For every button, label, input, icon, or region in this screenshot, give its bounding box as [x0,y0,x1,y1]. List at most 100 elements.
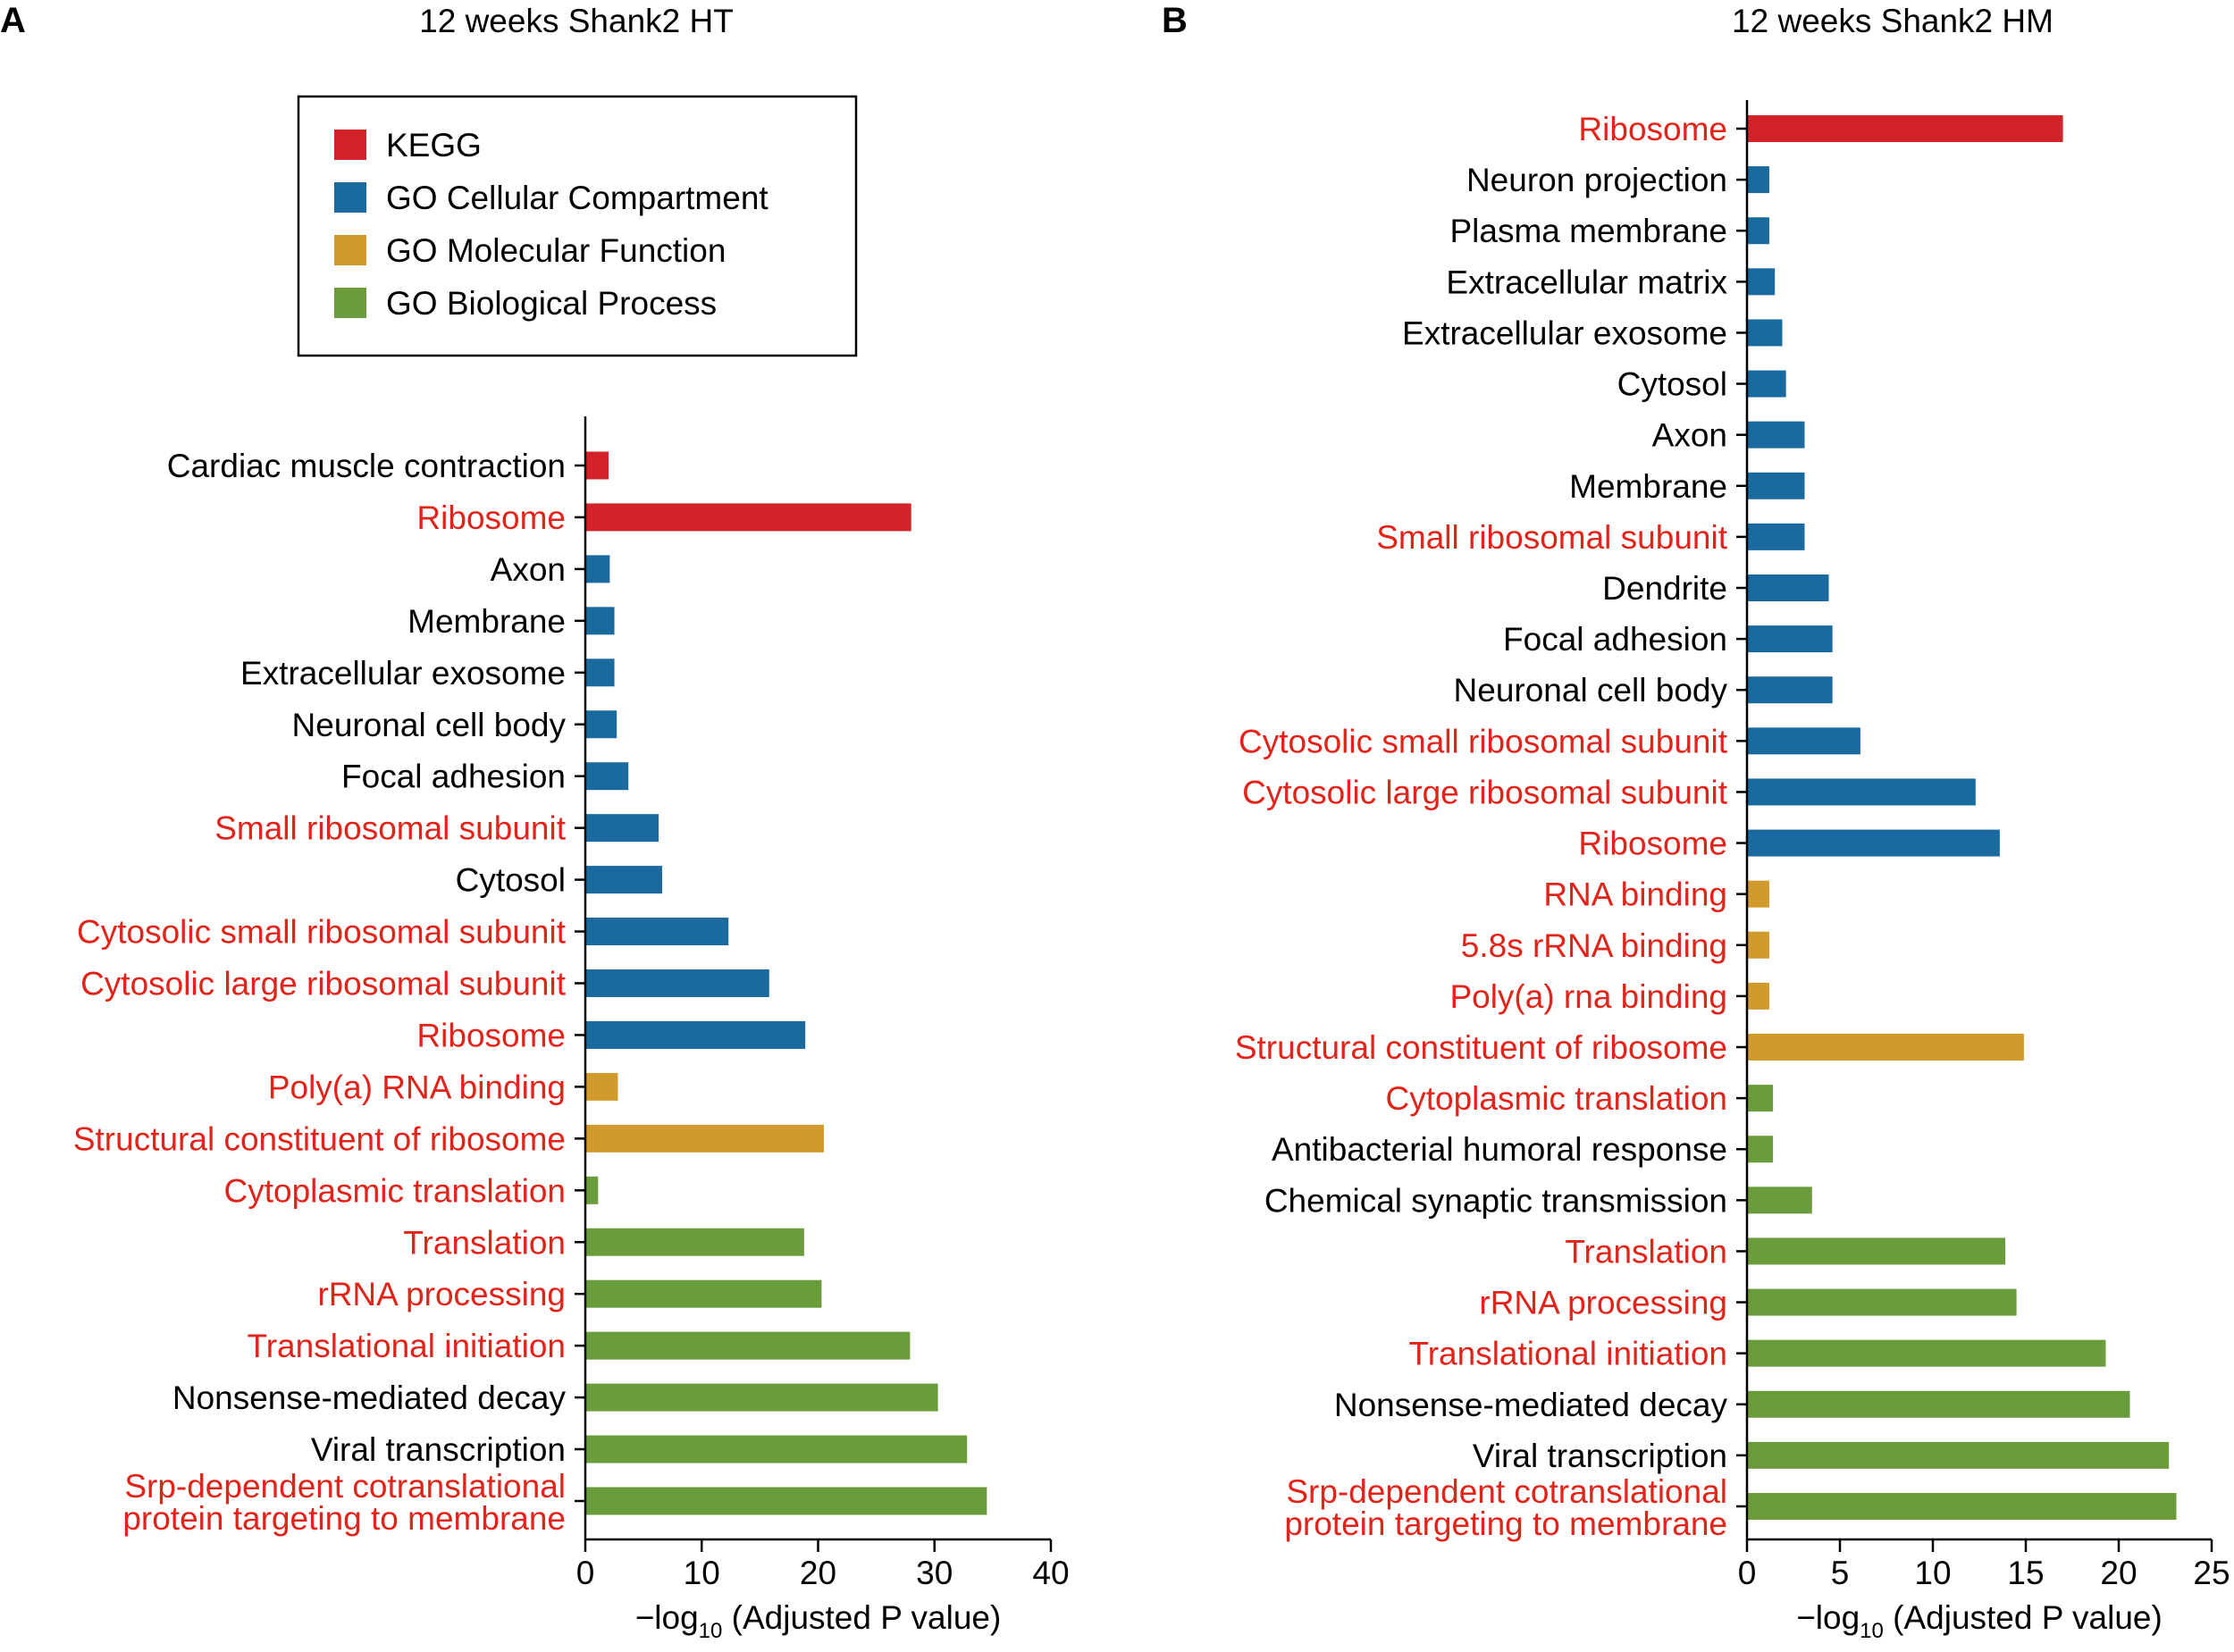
chart-panel-b: Ribosome Neuron projection Plasma membrane… [1235,100,2230,1643]
category-label-15: Cytoplasmic translation [224,1172,566,1209]
bar-4 [1747,268,1776,296]
category-label-26: Nonsense-mediated decay [1334,1387,1728,1423]
x-axis-label: −log10 (Adjusted P value) [1796,1599,2163,1643]
bar-21 [585,1487,987,1515]
category-label-20: Viral transcription [311,1431,566,1468]
category-label-14: Cytosolic large ribosomal subunit [1242,774,1728,810]
x-axis-label: −log10 (Adjusted P value) [635,1599,1002,1643]
bar-11 [1747,625,1833,653]
x-tick-label: 0 [1738,1555,1757,1591]
bar-16 [585,1228,804,1256]
bar-26 [1747,1390,2130,1418]
category-label-24: rRNA processing [1479,1285,1727,1321]
category-label-3: Plasma membrane [1449,213,1727,249]
category-label-22: Chemical synaptic transmission [1264,1182,1727,1219]
category-label-8: Small ribosomal subunit [214,810,567,847]
legend-label-cc: GO Cellular Compartment [386,180,768,216]
legend-label-bp: GO Biological Process [386,285,717,322]
category-label-15: Ribosome [1578,826,1727,862]
category-label-21: Srp-dependent cotranslational protein tar… [122,1468,566,1537]
bar-23 [1747,1237,2006,1265]
legend: KEGG GO Cellular Compartment GO Molecular … [297,95,858,357]
bar-7 [1747,421,1805,449]
legend-swatch-cc [334,182,366,213]
bar-4 [585,607,615,635]
x-tick-label: 40 [1032,1555,1069,1591]
category-label-13: Cytosolic small ribosomal subunit [1239,723,1728,759]
bar-22 [1747,1187,1812,1214]
category-label-6: Neuronal cell body [292,707,567,743]
bar-17 [585,1279,822,1308]
panel-a-letter: A [0,1,26,40]
category-label-13: Poly(a) RNA binding [268,1069,566,1105]
bar-17 [1747,931,1769,959]
bar-21 [1747,1136,1774,1163]
category-label-1: Cardiac muscle contraction [167,448,566,484]
bar-12 [1747,676,1833,704]
bar-27 [1747,1441,2170,1469]
legend-frame [297,95,858,357]
bar-13 [585,1072,618,1101]
category-label-2: Neuron projection [1466,162,1727,198]
bar-10 [585,918,729,946]
bar-1 [585,451,609,480]
bar-2 [1747,166,1769,194]
category-label-5: Extracellular exosome [1402,314,1727,351]
category-label-4: Membrane [407,603,566,640]
bar-6 [1747,370,1786,398]
x-tick-label: 10 [1914,1555,1951,1591]
bar-12 [585,1020,806,1049]
category-label-4: Extracellular matrix [1446,264,1727,300]
bar-6 [585,710,617,739]
bar-15 [585,1176,599,1204]
bar-15 [1747,829,2000,857]
bar-14 [585,1124,825,1153]
category-label-14: Structural constituent of ribosome [73,1120,566,1157]
category-label-18: Translational initiation [248,1328,567,1364]
category-label-5: Extracellular exosome [240,655,566,692]
category-label-10: Cytosolic small ribosomal subunit [77,914,567,951]
x-tick-label: 20 [800,1555,836,1591]
category-label-25: Translational initiation [1409,1336,1728,1372]
x-tick-label: 15 [2007,1555,2044,1591]
x-tick-label: 25 [2193,1555,2230,1591]
category-label-3: Axon [491,551,566,588]
bar-10 [1747,574,1829,601]
category-label-11: Cytosolic large ribosomal subunit [80,966,567,1002]
category-label-1: Ribosome [1578,111,1727,147]
category-label-18: Poly(a) rna binding [1449,978,1727,1015]
legend-label-mf: GO Molecular Function [386,232,726,269]
category-label-28: Srp-dependent cotranslational protein tar… [1284,1473,1727,1542]
bar-19 [585,1383,938,1412]
legend-swatch-bp [334,288,366,318]
x-tick-label: 5 [1831,1555,1850,1591]
category-label-17: 5.8s rRNA binding [1461,927,1727,964]
category-label-12: Ribosome [416,1017,566,1053]
x-tick-label: 20 [2100,1555,2137,1591]
category-label-27: Viral transcription [1473,1438,1727,1474]
bar-2 [585,503,911,532]
bar-5 [1747,319,1783,347]
bar-24 [1747,1288,2017,1316]
chart-panel-a: Cardiac muscle contraction Ribosome Axon Me… [73,416,1070,1643]
category-label-12: Neuronal cell body [1454,672,1728,709]
bar-3 [1747,217,1769,245]
bar-3 [585,555,610,583]
category-label-7: Axon [1652,417,1727,454]
panel-b-letter: B [1162,1,1188,40]
bar-16 [1747,880,1769,908]
category-label-19: Structural constituent of ribosome [1235,1029,1727,1066]
x-tick-label: 0 [576,1555,595,1591]
bar-18 [1747,982,1769,1010]
category-label-17: rRNA processing [317,1276,566,1312]
bar-18 [585,1331,911,1360]
category-label-2: Ribosome [416,499,566,536]
category-label-9: Small ribosomal subunit [1376,519,1728,556]
bar-8 [1747,472,1805,499]
category-label-6: Cytosol [1617,366,1727,403]
category-label-8: Membrane [1569,468,1727,505]
bar-8 [585,814,659,843]
bar-1 [1747,115,2063,142]
bar-9 [1747,523,1805,550]
